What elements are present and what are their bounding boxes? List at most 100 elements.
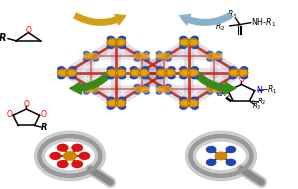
Circle shape: [107, 100, 118, 107]
Circle shape: [58, 74, 65, 79]
Circle shape: [58, 144, 68, 151]
Circle shape: [166, 58, 171, 61]
Circle shape: [72, 161, 83, 167]
Circle shape: [134, 51, 140, 55]
Circle shape: [156, 87, 165, 92]
FancyArrowPatch shape: [180, 13, 232, 25]
Circle shape: [107, 105, 114, 109]
Circle shape: [58, 67, 65, 71]
Circle shape: [107, 74, 114, 79]
Circle shape: [216, 51, 222, 55]
Circle shape: [207, 91, 212, 94]
Circle shape: [119, 44, 125, 48]
Circle shape: [180, 39, 190, 46]
Circle shape: [180, 36, 187, 41]
Text: R: R: [0, 33, 7, 43]
Text: O: O: [6, 110, 12, 119]
Circle shape: [134, 91, 140, 94]
Circle shape: [207, 58, 212, 61]
Circle shape: [207, 159, 216, 165]
Circle shape: [141, 53, 149, 59]
Circle shape: [134, 84, 140, 88]
Circle shape: [134, 87, 143, 92]
FancyArrowPatch shape: [70, 69, 114, 94]
Circle shape: [90, 53, 99, 59]
Circle shape: [90, 87, 99, 92]
Circle shape: [107, 39, 118, 46]
Circle shape: [207, 146, 216, 153]
Circle shape: [191, 36, 198, 41]
Circle shape: [66, 69, 76, 76]
Circle shape: [216, 91, 222, 94]
Circle shape: [84, 51, 89, 55]
Circle shape: [84, 58, 89, 61]
Circle shape: [241, 67, 248, 71]
Circle shape: [163, 53, 171, 59]
Circle shape: [84, 84, 89, 88]
Circle shape: [166, 84, 171, 88]
Circle shape: [180, 105, 187, 109]
Text: $R_3$: $R_3$: [252, 101, 262, 112]
Circle shape: [226, 159, 235, 165]
Circle shape: [213, 53, 222, 59]
Circle shape: [229, 67, 236, 71]
Text: $CH_2$: $CH_2$: [216, 90, 231, 100]
Circle shape: [215, 152, 227, 160]
Circle shape: [40, 137, 100, 175]
Text: O: O: [41, 110, 46, 119]
Circle shape: [58, 161, 68, 167]
Circle shape: [213, 87, 222, 92]
Circle shape: [166, 51, 171, 55]
Circle shape: [144, 84, 149, 88]
Circle shape: [163, 87, 171, 92]
Circle shape: [241, 74, 248, 79]
Circle shape: [142, 74, 149, 79]
Circle shape: [180, 100, 190, 107]
Circle shape: [156, 58, 162, 61]
Circle shape: [63, 152, 76, 160]
Circle shape: [119, 36, 125, 41]
Text: O: O: [221, 86, 227, 95]
Circle shape: [157, 74, 164, 79]
Text: O: O: [24, 100, 30, 109]
Circle shape: [107, 97, 114, 102]
Text: $R_3$: $R_3$: [227, 9, 238, 21]
Circle shape: [130, 69, 141, 76]
Circle shape: [119, 67, 125, 71]
Circle shape: [107, 44, 114, 48]
Circle shape: [226, 146, 235, 153]
Circle shape: [138, 69, 149, 76]
Circle shape: [156, 91, 162, 94]
Text: $R_2$: $R_2$: [257, 97, 266, 107]
Text: N: N: [256, 86, 262, 95]
Circle shape: [79, 153, 90, 159]
Circle shape: [69, 74, 76, 79]
Circle shape: [188, 69, 198, 76]
Circle shape: [93, 58, 98, 61]
Circle shape: [115, 39, 126, 46]
Circle shape: [134, 58, 140, 61]
Circle shape: [216, 84, 222, 88]
Circle shape: [115, 100, 126, 107]
Circle shape: [131, 67, 137, 71]
Circle shape: [131, 74, 137, 79]
FancyArrowPatch shape: [191, 69, 236, 94]
Circle shape: [144, 91, 149, 94]
Circle shape: [144, 51, 149, 55]
Circle shape: [207, 84, 212, 88]
Circle shape: [191, 67, 198, 71]
Text: $R_2$: $R_2$: [215, 21, 225, 33]
Circle shape: [191, 74, 198, 79]
Circle shape: [237, 69, 248, 76]
Circle shape: [166, 91, 171, 94]
Circle shape: [168, 74, 175, 79]
Circle shape: [229, 74, 236, 79]
Text: O: O: [25, 26, 31, 35]
Circle shape: [119, 105, 125, 109]
Circle shape: [50, 153, 60, 159]
Circle shape: [180, 44, 187, 48]
Circle shape: [207, 53, 215, 59]
Circle shape: [141, 87, 149, 92]
Circle shape: [144, 58, 149, 61]
Circle shape: [107, 67, 114, 71]
